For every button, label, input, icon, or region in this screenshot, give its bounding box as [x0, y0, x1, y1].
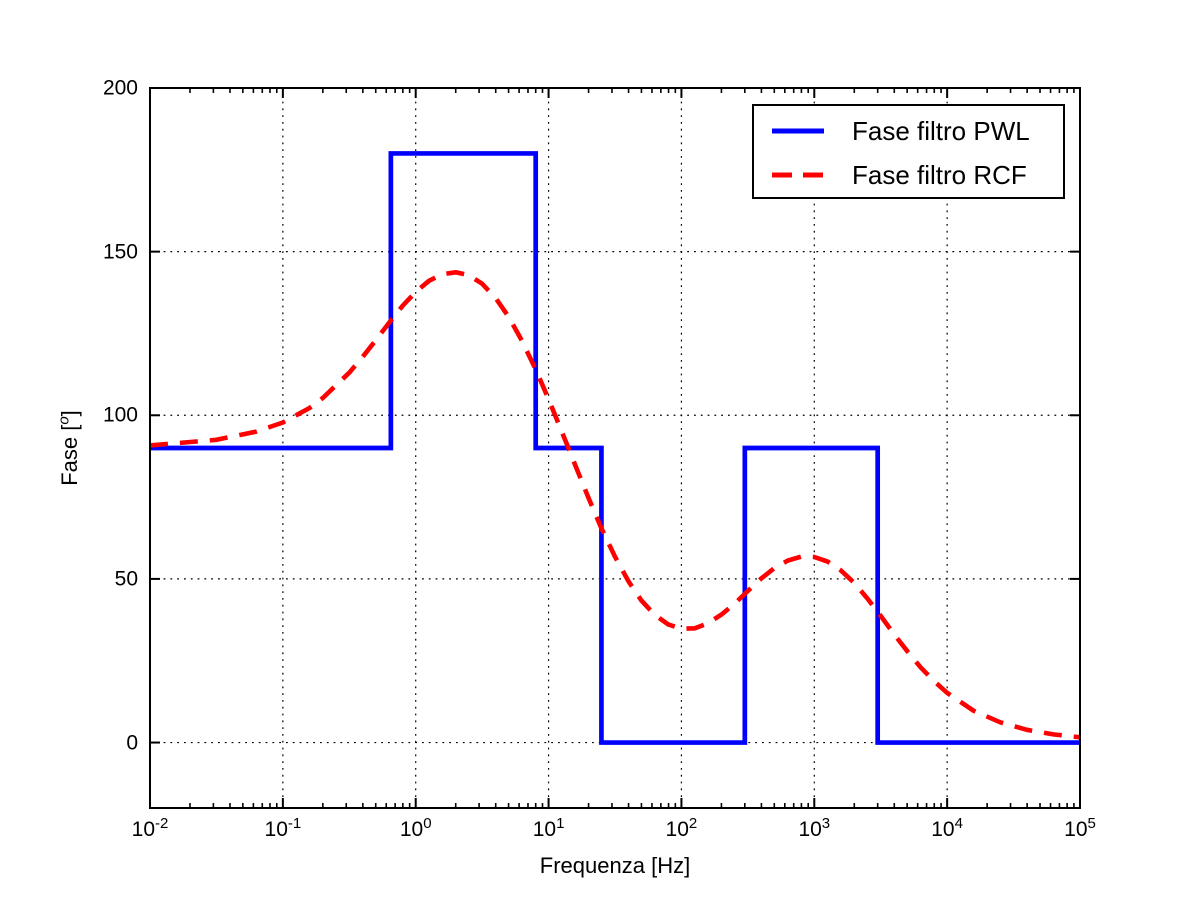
x-tick-label-1e3: 103: [798, 815, 831, 841]
x-tick-label-1e1: 101: [532, 815, 565, 841]
y-tick-label-100: 100: [102, 403, 138, 427]
y-tick-label-150: 150: [102, 240, 138, 264]
legend-label-pwl: Fase filtro PWL: [852, 116, 1030, 146]
x-tick-label-1e2: 102: [665, 815, 698, 841]
y-tick-label-200: 200: [102, 76, 138, 100]
legend-line-dashed-red: [772, 172, 824, 178]
x-tick-label-1e-2: 10-2: [131, 815, 169, 841]
legend-box: Fase filtro PWL Fase filtro RCF: [752, 104, 1065, 199]
legend-item-rcf: Fase filtro RCF: [754, 158, 1063, 192]
legend-item-pwl: Fase filtro PWL: [754, 114, 1063, 148]
x-tick-label-1e4: 104: [931, 815, 963, 841]
y-axis-title: Fase [o]: [55, 410, 82, 486]
x-tick-label-1e5: 105: [1064, 815, 1096, 841]
legend-label-rcf: Fase filtro RCF: [852, 160, 1027, 190]
y-tick-label-50: 50: [114, 567, 138, 591]
legend-line-solid-blue: [772, 128, 824, 134]
x-tick-label-1e0: 100: [399, 815, 432, 841]
y-tick-label-0: 0: [126, 731, 138, 754]
x-tick-label-1e-1: 10-1: [264, 815, 302, 841]
x-axis-title: Frequenza [Hz]: [539, 853, 691, 878]
